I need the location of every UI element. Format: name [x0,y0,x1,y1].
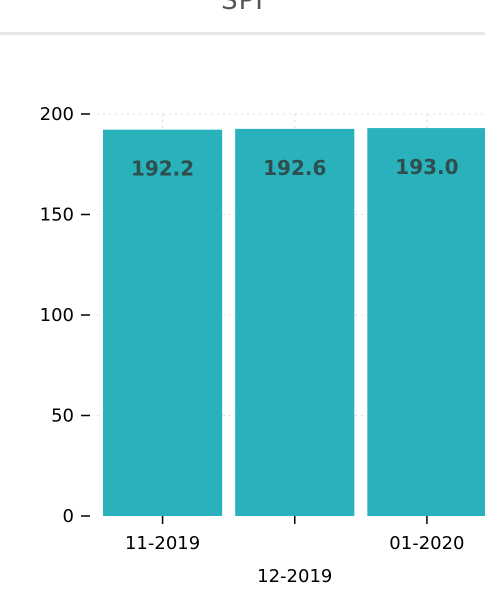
x-axis: 11-2019 12-2019 01-2020 [125,516,465,587]
x-tick-label: 12-2019 [257,566,332,587]
x-tick-label: 01-2020 [389,533,464,554]
bar [367,128,485,516]
bar-value-label: 193.0 [395,155,458,179]
y-axis: 0 50 100 150 200 [40,104,90,527]
chart-title: SPI [221,0,264,16]
title-divider [0,32,485,35]
y-tick-label: 0 [63,506,74,527]
y-tick-label: 100 [40,305,74,326]
bar-value-label: 192.2 [131,157,194,181]
y-tick-label: 50 [51,406,74,427]
bar-labels: 192.2 192.6 193.0 [131,155,459,181]
x-tick-label: 11-2019 [125,533,200,554]
bars [103,128,485,517]
y-tick-label: 200 [40,104,74,125]
bar [103,129,223,517]
y-tick-label: 150 [40,205,74,226]
bar-value-label: 192.6 [263,156,326,180]
bar [235,128,355,516]
